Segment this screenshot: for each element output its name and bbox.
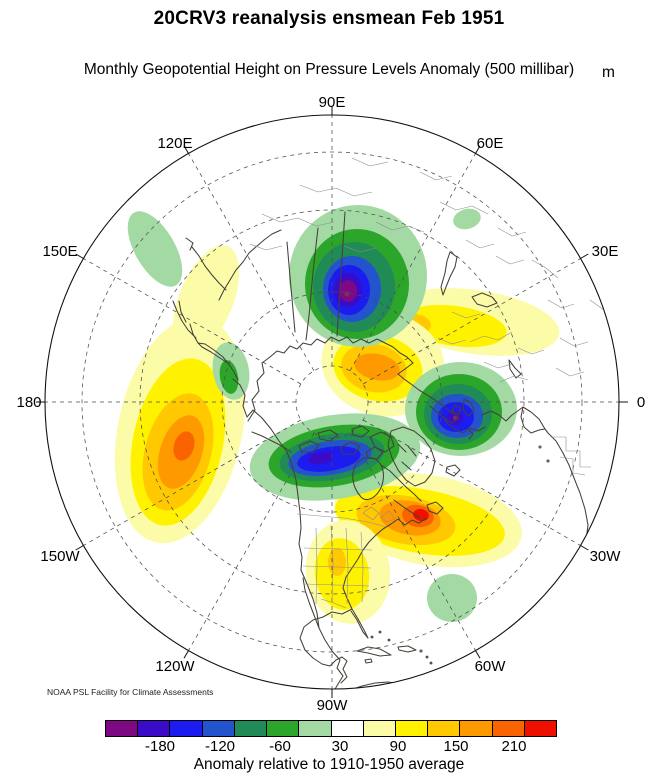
plot-subtitle: Monthly Geopotential Height on Pressure … xyxy=(83,61,575,78)
credit-text: NOAA PSL Facility for Climate Assessment… xyxy=(47,687,214,697)
anomaly-siberia xyxy=(289,205,427,347)
colorbar-segment xyxy=(524,721,557,736)
anomaly-subtropical-atlantic xyxy=(427,574,477,622)
colorbar-segment xyxy=(363,721,396,736)
colorbar-segment xyxy=(267,721,300,736)
colorbar-tick: 30 xyxy=(331,738,349,755)
graticule xyxy=(45,115,619,689)
colorbar-tick: -180 xyxy=(144,738,176,755)
colorbar-segment xyxy=(138,721,171,736)
colorbar-segment xyxy=(428,721,461,736)
siberia-min-marker xyxy=(344,291,350,297)
coastlines xyxy=(172,157,605,689)
meridian-label-60w: 60W xyxy=(475,658,507,675)
meridian-label-30e: 30E xyxy=(592,243,619,260)
colorbar-segment xyxy=(170,721,203,736)
colorbar-segment xyxy=(331,721,364,736)
units-label: m xyxy=(602,64,615,81)
meridian-ticks xyxy=(36,106,628,698)
europe-min-marker xyxy=(453,416,457,420)
colorbar-segment xyxy=(492,721,525,736)
meridian-label-120w: 120W xyxy=(155,658,195,675)
anomaly-canadian-arctic xyxy=(249,413,421,501)
colorbar-segment xyxy=(395,721,429,736)
meridian-label-150e: 150E xyxy=(42,243,77,260)
colorbar-tick: 90 xyxy=(389,738,407,755)
colorbar-tick: -120 xyxy=(204,738,236,755)
colorbar-segment xyxy=(202,721,235,736)
colorbar-tick: 150 xyxy=(443,738,469,755)
colorbar-tick: -60 xyxy=(269,738,291,755)
colorbar-tick-labels: -180 -120 -60 30 90 150 210 xyxy=(105,738,557,756)
meridian-label-0: 0 xyxy=(637,394,645,411)
anomaly-fields xyxy=(114,205,560,624)
meridian-label-150w: 150W xyxy=(40,548,80,565)
anomaly-sea-of-japan xyxy=(127,211,183,287)
meridian-label-120e: 120E xyxy=(157,135,192,152)
political-borders xyxy=(249,157,605,609)
meridian-label-180: 180 xyxy=(16,394,41,411)
colorbar-caption: Anomaly relative to 1910-1950 average xyxy=(193,756,465,773)
page-title: 20CRV3 reanalysis ensmean Feb 1951 xyxy=(153,8,505,29)
colorbar xyxy=(105,720,557,737)
colorbar-tick: 210 xyxy=(501,738,527,755)
meridian-label-90e: 90E xyxy=(319,94,346,111)
colorbar-segment xyxy=(299,721,332,736)
colorbar-segment xyxy=(106,721,139,736)
meridian-label-30w: 30W xyxy=(590,548,622,565)
meridian-labels: 90E 60E 30E 0 30W 60W 90W 120W 150W 180 … xyxy=(16,94,645,714)
anomaly-north-pacific xyxy=(114,245,246,544)
meridian-label-60e: 60E xyxy=(477,135,504,152)
colorbar-segment xyxy=(234,721,268,736)
anomaly-novaya-zemlya xyxy=(453,208,481,230)
meridian-label-90w: 90W xyxy=(317,697,349,714)
colorbar-segment xyxy=(460,721,493,736)
